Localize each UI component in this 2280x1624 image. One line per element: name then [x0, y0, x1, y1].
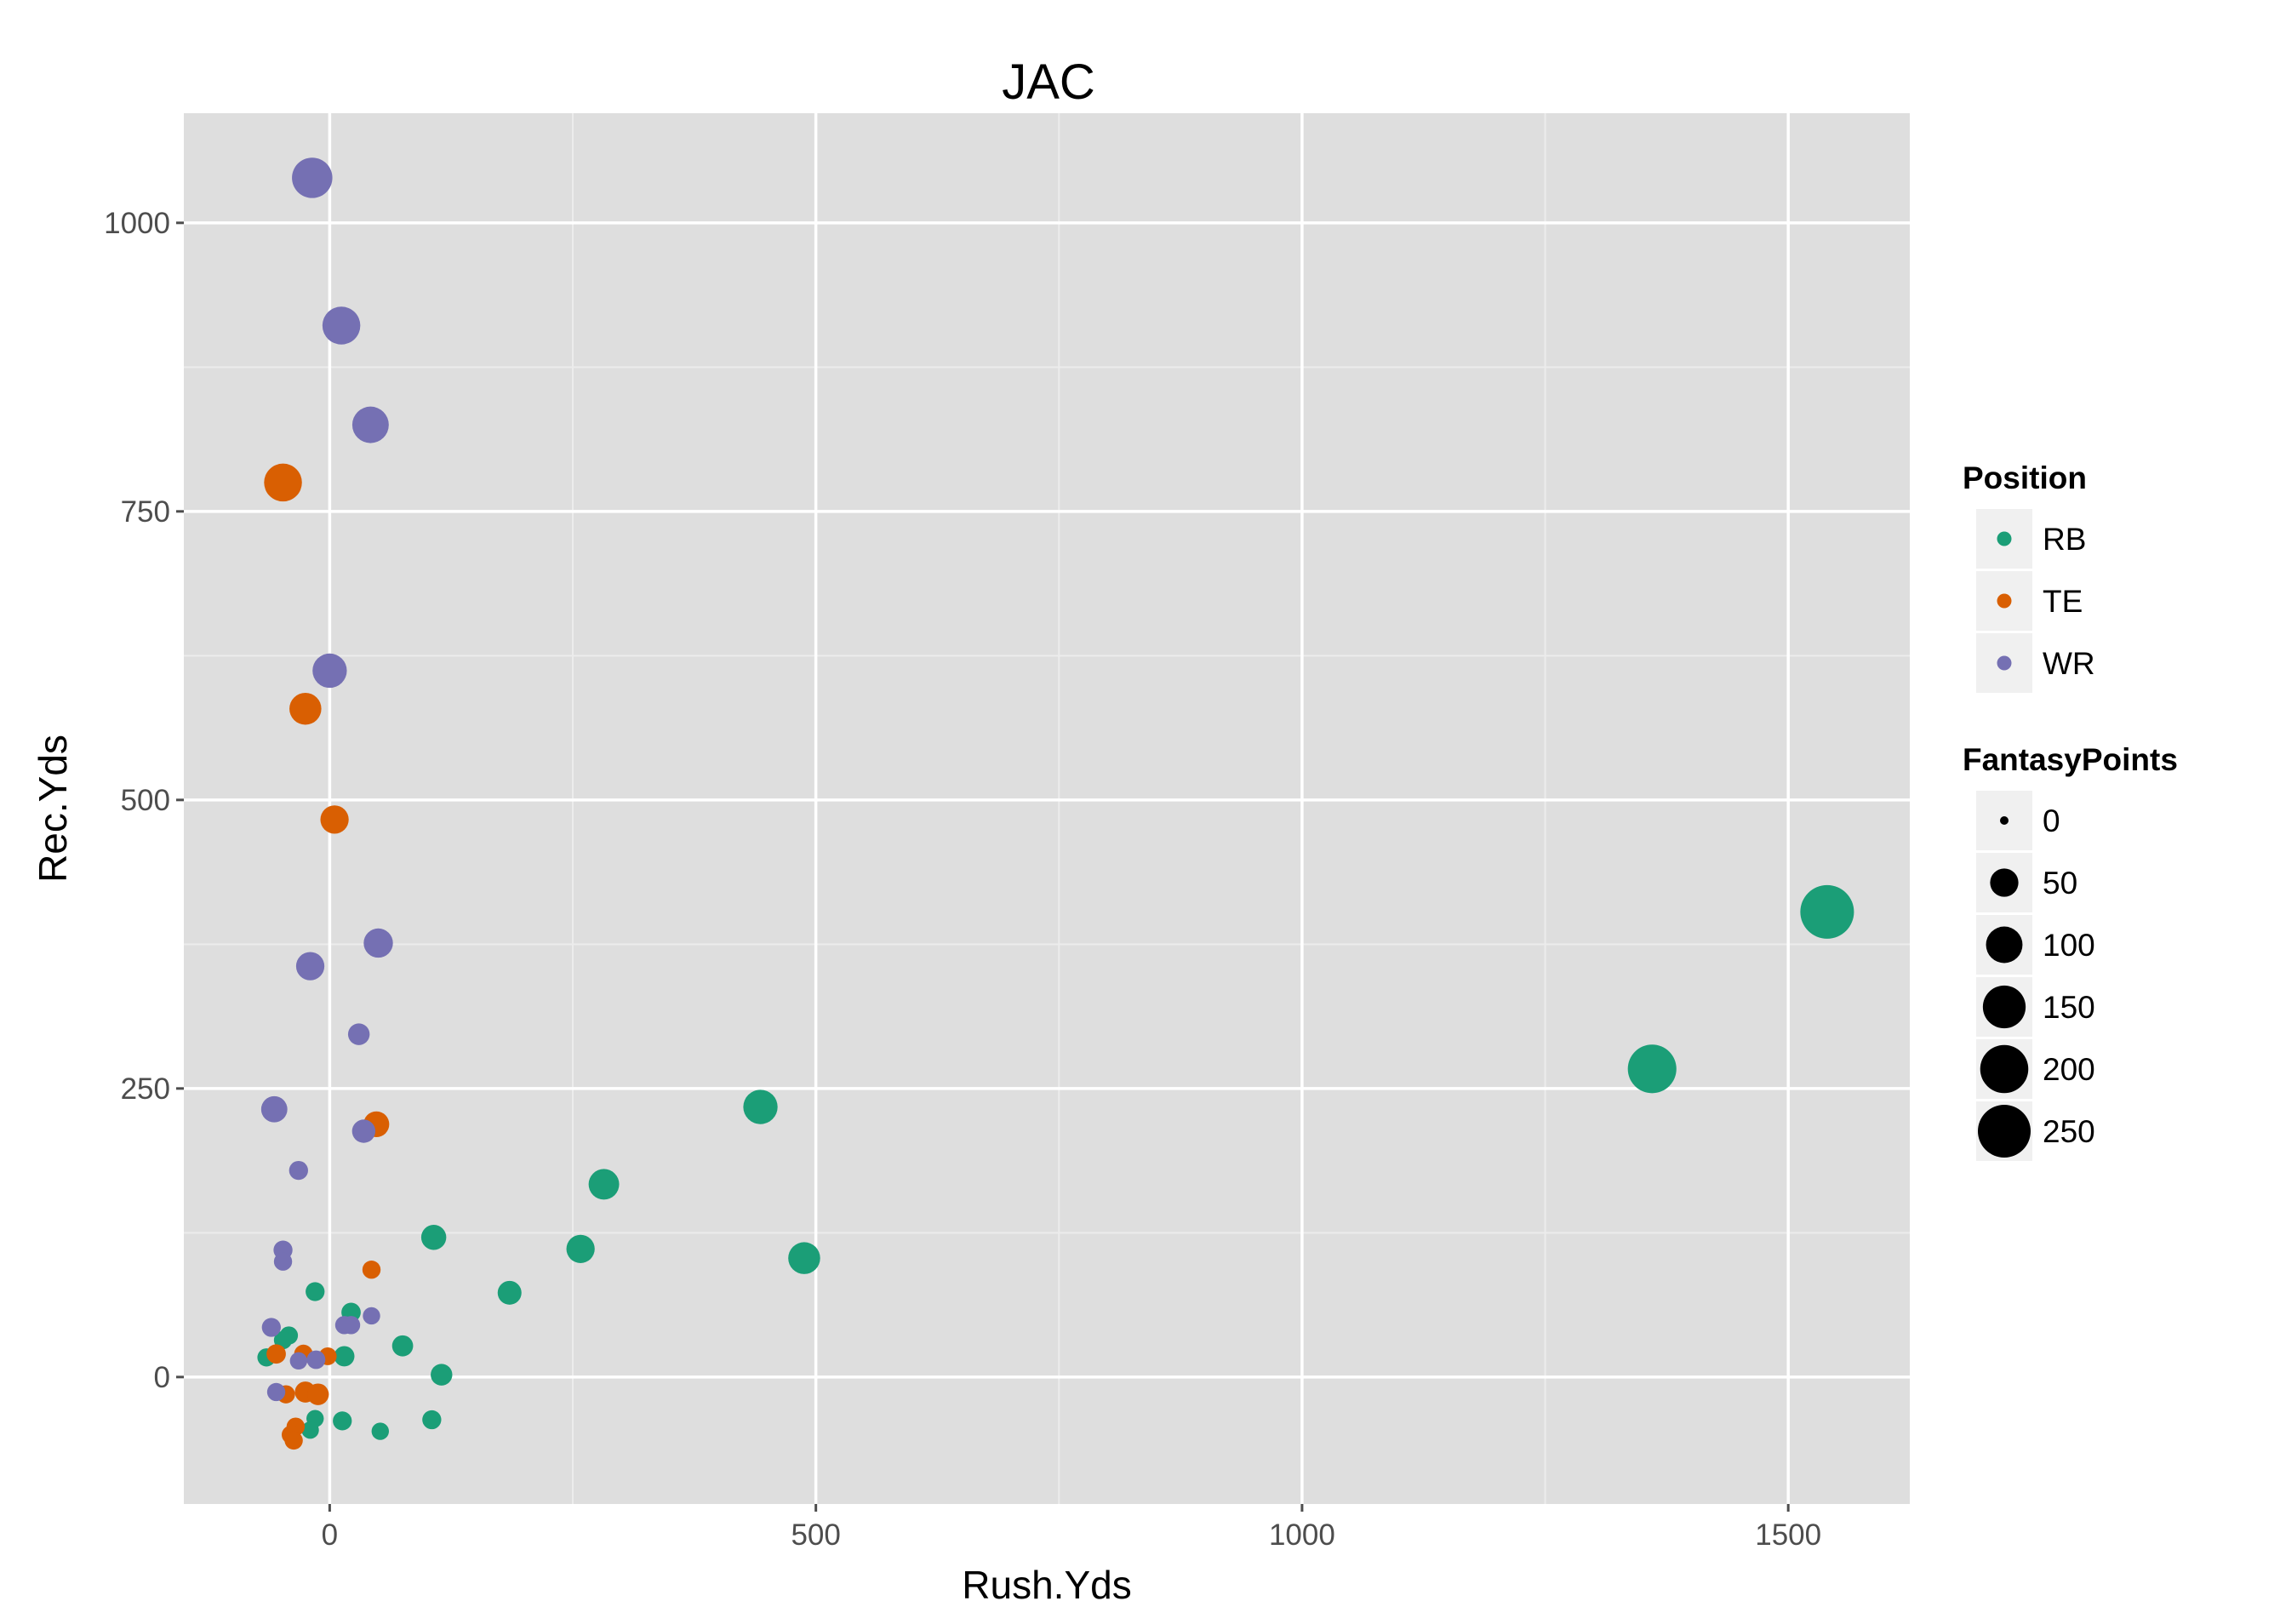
data-point-wr	[351, 1119, 376, 1143]
legend-size-label: 0	[2043, 803, 2060, 838]
data-point-wr	[306, 1350, 326, 1370]
data-point-te	[362, 1261, 381, 1279]
x-tick-label: 0	[322, 1518, 338, 1552]
data-point-wr	[322, 306, 361, 345]
data-point-rb	[422, 1410, 442, 1430]
legend-key-rb	[1997, 531, 2012, 546]
y-tick-label: 500	[121, 784, 170, 817]
data-point-wr	[289, 1352, 308, 1370]
data-point-te	[264, 463, 302, 502]
legend-size-key	[1986, 926, 2023, 964]
y-tick-label: 0	[154, 1361, 170, 1394]
legend-size-key	[1982, 985, 2026, 1029]
data-point-rb	[1800, 884, 1854, 939]
legend-label-wr: WR	[2043, 646, 2095, 681]
x-tick-label: 500	[791, 1518, 840, 1552]
data-point-te	[306, 1383, 329, 1405]
y-axis: 0 250 500 750 1000	[104, 207, 184, 1394]
data-point-rb	[588, 1169, 620, 1200]
data-point-wr	[261, 1318, 281, 1337]
data-point-wr	[295, 952, 325, 981]
data-point-wr	[289, 1160, 308, 1181]
data-point-te	[320, 805, 349, 834]
data-point-rb	[334, 1346, 355, 1367]
data-point-rb	[371, 1422, 389, 1440]
chart-title: JAC	[1002, 54, 1095, 110]
data-point-rb	[1627, 1044, 1677, 1094]
data-point-rb	[333, 1411, 352, 1431]
data-point-wr	[312, 653, 347, 689]
size-legend-entries: 0 50 100 150 200 250	[1976, 791, 2095, 1161]
legend-size-label: 50	[2043, 866, 2077, 901]
data-point-wr	[363, 928, 393, 958]
legend-size-label: 150	[2043, 990, 2095, 1025]
legend: Position RB TE WR FantasyPoints 0 50 100 150 2…	[1963, 460, 2178, 1161]
data-point-wr	[273, 1252, 293, 1271]
data-point-wr	[363, 1307, 380, 1325]
y-tick-label: 750	[121, 495, 170, 529]
legend-key-wr	[1997, 655, 2012, 671]
data-point-rb	[391, 1335, 414, 1357]
data-point-rb	[566, 1234, 595, 1263]
legend-size-key	[1978, 1105, 2031, 1158]
legend-title-fantasypoints: FantasyPoints	[1963, 742, 2178, 777]
legend-title-position: Position	[1963, 460, 2087, 495]
y-axis-title: Rec.Yds	[31, 735, 75, 883]
data-point-rb	[306, 1282, 325, 1301]
legend-size-label: 100	[2043, 928, 2095, 963]
legend-size-key	[1980, 1044, 2029, 1094]
x-axis: 0 500 1000 1500	[322, 1504, 1821, 1552]
x-axis-title: Rush.Yds	[962, 1563, 1131, 1607]
legend-size-key	[1990, 868, 2019, 897]
color-legend-entries: RB TE WR	[1976, 509, 2095, 693]
data-point-te	[284, 1431, 303, 1450]
data-point-wr	[347, 1023, 370, 1045]
y-tick-label: 250	[121, 1072, 170, 1106]
data-point-te	[289, 692, 322, 725]
plot-panel	[184, 113, 1910, 1504]
x-tick-label: 1500	[1755, 1518, 1821, 1552]
data-point-wr	[292, 157, 333, 198]
legend-label-te: TE	[2043, 584, 2083, 619]
y-tick-label: 1000	[104, 207, 170, 240]
legend-size-label: 250	[2043, 1114, 2095, 1149]
data-point-wr	[351, 406, 389, 443]
data-point-te	[266, 1344, 286, 1364]
minor-gridlines	[184, 113, 1910, 1504]
legend-size-label: 200	[2043, 1052, 2095, 1087]
data-points	[257, 157, 1854, 1450]
legend-key-te	[1997, 593, 2012, 609]
data-point-rb	[431, 1364, 453, 1386]
data-point-rb	[743, 1089, 778, 1124]
data-point-rb	[497, 1280, 522, 1305]
data-point-rb	[420, 1225, 447, 1250]
data-point-wr	[260, 1095, 288, 1123]
data-point-rb	[301, 1421, 319, 1439]
data-point-wr	[341, 1316, 361, 1335]
legend-label-rb: RB	[2043, 522, 2086, 557]
x-tick-label: 1000	[1269, 1518, 1335, 1552]
major-gridlines	[184, 113, 1910, 1504]
data-point-rb	[788, 1242, 820, 1274]
legend-size-key	[2000, 816, 2009, 825]
data-point-wr	[266, 1382, 286, 1402]
